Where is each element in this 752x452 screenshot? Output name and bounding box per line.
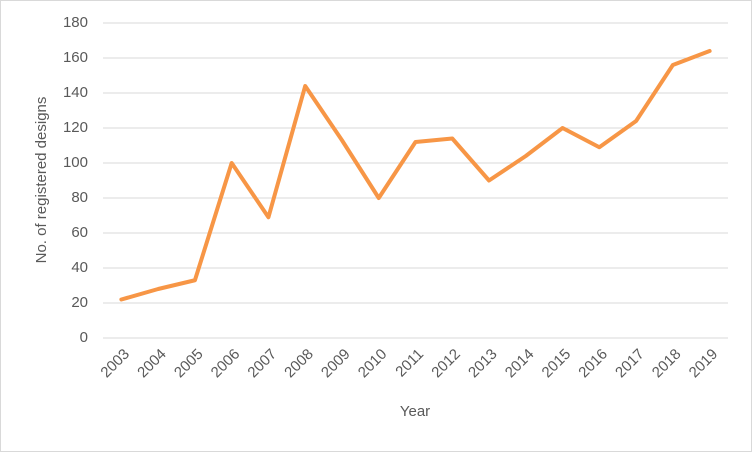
y-tick-label: 180	[63, 14, 88, 31]
y-tick-label: 20	[71, 294, 88, 311]
y-tick-label: 120	[63, 119, 88, 136]
y-tick-label: 60	[71, 224, 88, 241]
y-tick-label: 40	[71, 259, 88, 276]
y-tick-label: 0	[80, 329, 88, 346]
x-axis-title: Year	[400, 403, 430, 420]
y-tick-label: 100	[63, 154, 88, 171]
y-tick-label: 80	[71, 189, 88, 206]
data-line	[119, 49, 712, 302]
y-tick-label: 140	[63, 84, 88, 101]
y-tick-label: 160	[63, 49, 88, 66]
y-axis-title: No. of registered designs	[33, 97, 50, 264]
